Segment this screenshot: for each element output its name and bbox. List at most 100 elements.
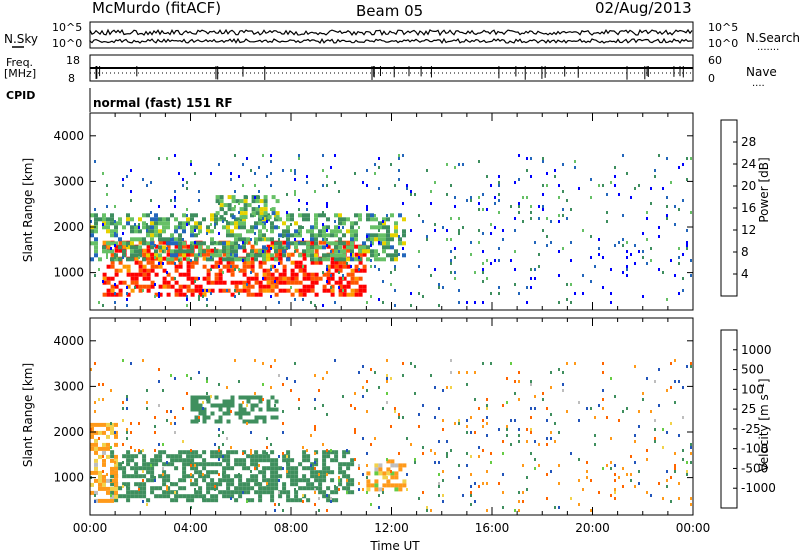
data-cell xyxy=(234,237,238,242)
data-cell xyxy=(190,160,192,163)
data-cell xyxy=(130,225,134,230)
data-cell xyxy=(158,264,163,269)
data-cell xyxy=(146,462,151,467)
data-cell xyxy=(518,509,520,512)
data-cell xyxy=(254,450,259,455)
data-cell xyxy=(330,260,335,265)
data-cell xyxy=(218,276,223,281)
data-cell xyxy=(298,233,302,238)
data-cell xyxy=(470,491,472,494)
data-cell xyxy=(110,454,115,459)
data-cell xyxy=(110,292,115,297)
data-cell xyxy=(378,257,382,262)
data-cell xyxy=(186,454,191,459)
colorbar-tick-label: -500 xyxy=(741,461,768,475)
data-cell xyxy=(610,292,612,295)
data-cell xyxy=(226,437,228,440)
data-cell xyxy=(206,380,208,383)
data-cell xyxy=(510,362,512,365)
data-cell xyxy=(506,428,508,431)
data-cell xyxy=(246,411,251,416)
data-cell xyxy=(390,483,395,488)
y-tick-label: 3000 xyxy=(53,379,84,393)
nsky-trace xyxy=(89,28,693,37)
data-cell xyxy=(214,217,218,222)
data-cell xyxy=(286,217,290,222)
data-cell xyxy=(106,244,111,249)
data-cell xyxy=(230,221,234,226)
data-cell xyxy=(166,485,168,488)
data-cell xyxy=(122,244,127,249)
data-cell xyxy=(358,257,362,262)
data-cell xyxy=(118,217,122,222)
data-cell xyxy=(255,195,260,200)
data-cell xyxy=(114,301,116,304)
data-cell xyxy=(234,289,236,292)
data-cell xyxy=(274,503,276,506)
data-cell xyxy=(126,437,128,440)
data-cell xyxy=(394,249,398,254)
data-cell xyxy=(498,286,500,289)
data-cell xyxy=(346,450,351,455)
data-cell xyxy=(450,184,452,187)
data-cell xyxy=(138,288,143,293)
data-cell xyxy=(150,199,152,202)
data-cell xyxy=(226,249,230,254)
data-cell xyxy=(102,383,104,386)
data-cell xyxy=(271,211,276,216)
data-cell xyxy=(334,280,339,285)
data-cell xyxy=(278,301,280,304)
data-cell xyxy=(258,482,263,487)
data-cell xyxy=(314,450,319,455)
power-frame xyxy=(89,112,694,311)
data-cell xyxy=(230,272,235,277)
data-cell xyxy=(438,286,440,289)
data-cell xyxy=(314,241,318,246)
data-cell xyxy=(410,292,412,295)
data-cell xyxy=(398,467,403,472)
data-cell xyxy=(378,225,382,230)
data-cell xyxy=(434,416,436,419)
data-cell xyxy=(654,440,656,443)
data-cell xyxy=(410,304,412,307)
data-cell xyxy=(306,202,308,205)
data-cell xyxy=(258,205,260,208)
data-cell xyxy=(338,482,343,487)
data-cell xyxy=(242,260,247,265)
data-cell xyxy=(166,237,170,242)
data-cell xyxy=(350,458,355,463)
data-cell xyxy=(186,498,191,503)
data-cell xyxy=(166,221,170,226)
data-cell xyxy=(502,229,504,232)
data-cell xyxy=(174,416,176,419)
data-cell xyxy=(678,256,680,259)
data-cell xyxy=(686,157,688,160)
data-cell xyxy=(266,244,271,249)
data-cell xyxy=(102,172,104,175)
data-cell xyxy=(470,431,472,434)
data-cell xyxy=(578,419,580,422)
data-cell xyxy=(402,247,404,250)
data-cell xyxy=(362,249,366,254)
data-cell xyxy=(394,463,399,468)
data-cell xyxy=(94,458,98,463)
data-cell xyxy=(114,292,119,297)
data-cell xyxy=(334,253,338,258)
data-cell xyxy=(242,486,247,491)
data-cell xyxy=(110,466,114,471)
data-cell xyxy=(382,217,386,222)
data-cell xyxy=(358,260,363,265)
data-cell xyxy=(174,498,179,503)
data-cell xyxy=(466,301,468,304)
data-cell xyxy=(219,199,224,204)
data-cell xyxy=(234,190,236,193)
data-cell xyxy=(386,229,390,234)
data-cell xyxy=(450,259,452,262)
data-cell xyxy=(350,249,354,254)
data-cell xyxy=(558,184,560,187)
data-cell xyxy=(258,233,262,238)
data-cell xyxy=(294,298,296,301)
data-cell xyxy=(270,268,272,271)
data-cell xyxy=(126,428,128,431)
data-cell xyxy=(186,249,190,254)
